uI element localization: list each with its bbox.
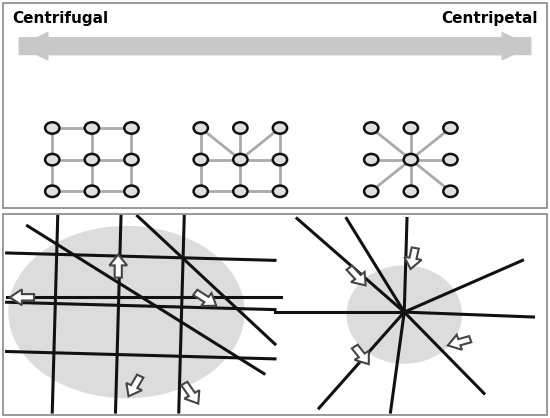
Circle shape — [273, 122, 287, 134]
Circle shape — [45, 154, 59, 166]
Circle shape — [404, 186, 418, 197]
FancyArrow shape — [19, 33, 531, 60]
FancyArrow shape — [448, 335, 471, 350]
Circle shape — [404, 154, 418, 166]
FancyArrow shape — [352, 345, 369, 364]
Circle shape — [194, 154, 208, 166]
Circle shape — [364, 186, 378, 197]
Circle shape — [85, 122, 99, 134]
Ellipse shape — [8, 226, 245, 398]
Circle shape — [194, 186, 208, 197]
Circle shape — [45, 186, 59, 197]
Text: Centrifugal: Centrifugal — [12, 11, 108, 26]
FancyArrow shape — [181, 382, 199, 404]
Circle shape — [124, 122, 139, 134]
FancyArrow shape — [404, 247, 422, 269]
Circle shape — [443, 122, 458, 134]
FancyArrow shape — [109, 255, 127, 278]
Circle shape — [443, 186, 458, 197]
Ellipse shape — [346, 265, 462, 364]
Circle shape — [194, 122, 208, 134]
FancyArrow shape — [19, 33, 531, 60]
Circle shape — [233, 154, 248, 166]
Circle shape — [273, 154, 287, 166]
Circle shape — [364, 122, 378, 134]
Circle shape — [124, 154, 139, 166]
Circle shape — [233, 122, 248, 134]
FancyArrow shape — [10, 289, 34, 305]
Circle shape — [45, 122, 59, 134]
Circle shape — [85, 186, 99, 197]
FancyArrow shape — [126, 375, 144, 396]
Circle shape — [443, 154, 458, 166]
Circle shape — [364, 154, 378, 166]
Circle shape — [404, 122, 418, 134]
Circle shape — [85, 154, 99, 166]
FancyArrow shape — [193, 290, 216, 306]
Circle shape — [233, 186, 248, 197]
Text: Centripetal: Centripetal — [442, 11, 538, 26]
Circle shape — [124, 186, 139, 197]
FancyArrow shape — [346, 266, 366, 285]
Circle shape — [273, 186, 287, 197]
